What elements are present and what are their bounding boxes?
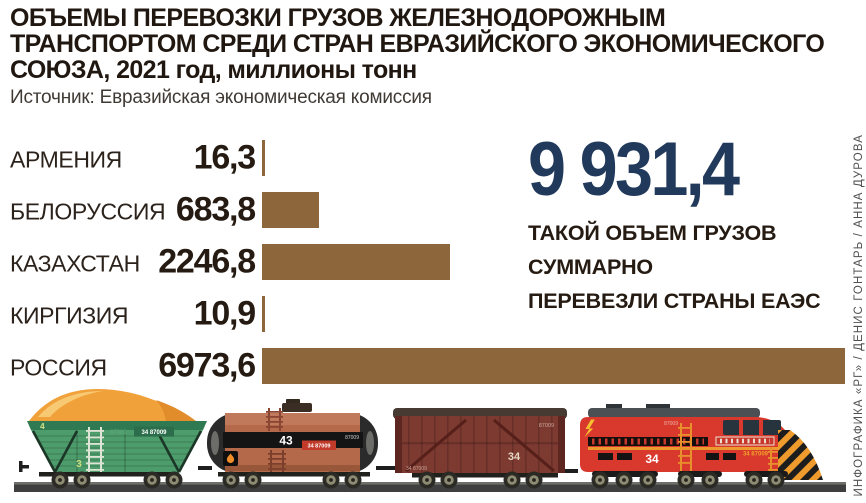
train-illustration: 4 3 87009 34 87009 43 34 87009 87009 (14, 389, 846, 492)
bar-value: 2246,8 (158, 242, 256, 281)
page-title: ОБЪЕМЫ ПЕРЕВОЗКИ ГРУЗОВ ЖЕЛЕЗНОДОРОЖНЫМ … (10, 5, 846, 83)
chart-row: АРМЕНИЯ 16,3 (10, 132, 856, 184)
gondola-side-number: 3 (76, 458, 82, 470)
gondola-slats (31, 430, 203, 473)
tank-band-number: 43 (279, 434, 293, 448)
bar (262, 244, 450, 280)
page-title-line-2: ТРАНСПОРТОМ СРЕДИ СТРАН ЕВРАЗИЙСКОГО ЭКО… (10, 30, 825, 58)
chart-row: БЕЛОРУССИЯ 683,8 (10, 184, 856, 236)
boxcar-plate: 34 87009 (406, 466, 427, 472)
flammable-placard (223, 451, 238, 466)
locomotive-side-number: 34 (645, 452, 659, 466)
summary-block: 9 931,4 ТАКОЙ ОБЪЕМ ГРУЗОВ СУММАРНО ПЕРЕ… (528, 130, 833, 318)
locomotive-vents (598, 453, 736, 460)
bar (262, 296, 265, 332)
tank-side-ladder (268, 450, 286, 473)
page-title-line-1: ОБЪЕМЫ ПЕРЕВОЗКИ ГРУЗОВ ЖЕЛЕЗНОДОРОЖНЫМ (10, 4, 666, 32)
bar (262, 348, 845, 384)
boxcar-side-number: 34 (508, 451, 521, 463)
boxcar-braces (405, 418, 555, 473)
bar-value: 10,9 (193, 294, 257, 333)
gondola-stencil: 87009 (110, 430, 127, 436)
country-label: РОССИЯ (10, 354, 107, 381)
bar-value: 683,8 (175, 190, 256, 229)
country-label: БЕЛОРУССИЯ (10, 198, 166, 225)
total-value: 9 931,4 (528, 127, 740, 212)
gondola-wagon: 4 3 87009 34 87009 (19, 389, 212, 489)
tank-wagon: 43 34 87009 87009 (207, 399, 397, 489)
source-line: Источник: Евразийская экономическая коми… (10, 87, 432, 108)
chart-row: КАЗАХСТАН 2246,8 (10, 236, 856, 288)
bar (262, 140, 265, 176)
gondola-struts (31, 430, 203, 473)
bar-value: 6973,6 (158, 346, 256, 385)
total-caption-line-3: ПЕРЕВЕЗЛИ СТРАНЫ ЕАЭС (528, 289, 821, 313)
lightning-bolt-icon (584, 419, 595, 438)
bar-chart: АРМЕНИЯ 16,3 БЕЛОРУССИЯ 683,8 КАЗАХСТАН … (10, 132, 856, 392)
chart-row: КИРГИЗИЯ 10,9 (10, 288, 856, 340)
bar (262, 192, 319, 228)
tank-stencil: 87009 (345, 435, 359, 441)
locomotive-wheels (591, 471, 785, 489)
gondola-corner-number: 4 (40, 421, 45, 431)
flame-icon (226, 453, 235, 464)
boxcar-stencil: 87009 (539, 423, 554, 429)
locomotive-stencil: 87009 (664, 421, 678, 427)
boxcar-planks (395, 416, 565, 473)
chart-row: РОССИЯ 6973,6 (10, 340, 856, 392)
boxcar-wagon: 34 87009 34 87009 (393, 408, 578, 489)
locomotive: 87009 34 34 87009 (580, 404, 823, 489)
bar-value: 16,3 (193, 138, 257, 177)
total-caption-line-2: СУММАРНО (528, 255, 653, 279)
country-label: КАЗАХСТАН (10, 250, 140, 277)
tank-plate: 34 87009 (308, 444, 331, 450)
total-caption: ТАКОЙ ОБЪЕМ ГРУЗОВ СУММАРНО ПЕРЕВЕЗЛИ СТ… (528, 216, 833, 318)
grain-load (29, 389, 196, 421)
snow-plow (778, 430, 823, 480)
gondola-ladder (86, 427, 104, 473)
country-label: КИРГИЗИЯ (10, 302, 129, 329)
country-label: АРМЕНИЯ (10, 146, 122, 173)
gondola-plate: 34 87009 (141, 430, 167, 436)
credit-line: ИНФОГРАФИКА «РГ» / ДЕНИС ГОНТАРЬ / АННА … (853, 134, 865, 497)
total-caption-line-1: ТАКОЙ ОБЪЕМ ГРУЗОВ (528, 221, 777, 245)
page-title-line-3: СОЮЗА, 2021 год, миллионы тонн (10, 56, 417, 84)
locomotive-plate: 34 87009 (743, 452, 769, 458)
tank-top-ladder (266, 408, 283, 431)
